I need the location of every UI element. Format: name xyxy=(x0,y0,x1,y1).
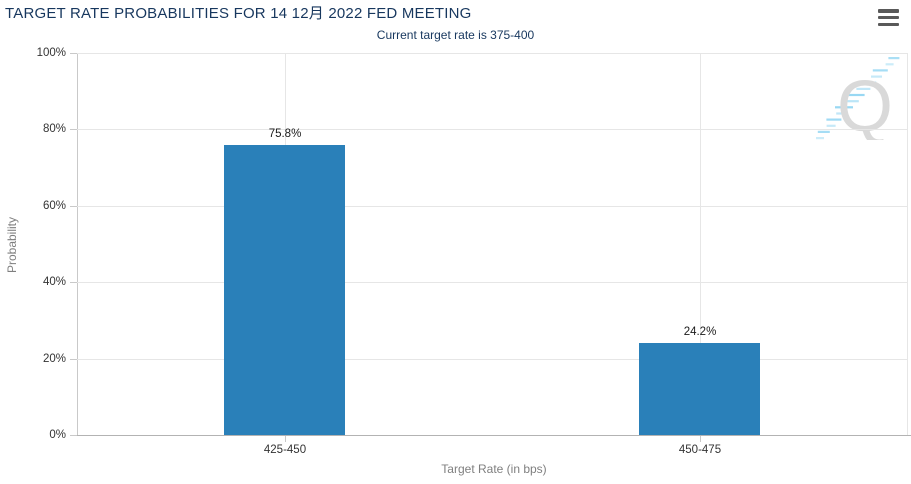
gridline-horizontal xyxy=(77,282,907,284)
gridline-horizontal xyxy=(77,129,907,131)
y-axis-tick-label: 0% xyxy=(49,429,66,441)
y-axis-tick xyxy=(70,53,77,54)
y-axis-line xyxy=(77,53,78,436)
hamburger-menu-icon[interactable] xyxy=(878,9,899,26)
y-axis-tick xyxy=(70,205,77,207)
hamburger-bar xyxy=(878,22,899,26)
x-axis-tick xyxy=(285,436,286,442)
y-axis-tick xyxy=(70,435,77,436)
y-axis-tick xyxy=(70,129,77,131)
bar-425-450[interactable] xyxy=(224,145,345,435)
gridline-horizontal xyxy=(77,205,907,207)
gridline-vertical-right xyxy=(907,53,908,435)
hamburger-bar xyxy=(878,9,899,13)
gridline-vertical xyxy=(700,53,701,435)
quikstrike-watermark-logo: Q xyxy=(816,57,900,140)
y-axis-tick-label: 80% xyxy=(42,123,66,136)
y-axis-tick xyxy=(70,282,77,284)
watermark-q-letter: Q xyxy=(837,67,893,140)
x-axis-category-label: 450-475 xyxy=(678,444,722,456)
gridline-horizontal xyxy=(77,358,907,360)
x-axis-title: Target Rate (in bps) xyxy=(441,462,547,476)
y-axis-tick-label: 60% xyxy=(42,199,66,212)
y-axis-tick-label: 40% xyxy=(42,276,66,289)
bar-450-475[interactable] xyxy=(639,342,760,435)
watermark-swoosh-icon xyxy=(816,57,900,140)
x-axis-category-label: 425-450 xyxy=(263,444,307,456)
chart-subtitle: Current target rate is 375-400 xyxy=(376,28,535,42)
bar-value-label: 24.2% xyxy=(683,325,717,338)
y-axis-tick-label: 20% xyxy=(42,352,66,365)
hamburger-bar xyxy=(878,15,899,20)
bar-value-label: 75.8% xyxy=(268,128,302,141)
y-axis-tick xyxy=(70,358,77,360)
gridline-horizontal xyxy=(77,53,907,54)
y-axis-tick-label: 100% xyxy=(36,47,66,59)
x-axis-line xyxy=(77,435,911,436)
plot-area: Q 75.8% 24.2% xyxy=(77,53,908,435)
chart-title: TARGET RATE PROBABILITIES FOR 14 12月 202… xyxy=(5,5,472,22)
x-axis-tick xyxy=(700,436,701,442)
